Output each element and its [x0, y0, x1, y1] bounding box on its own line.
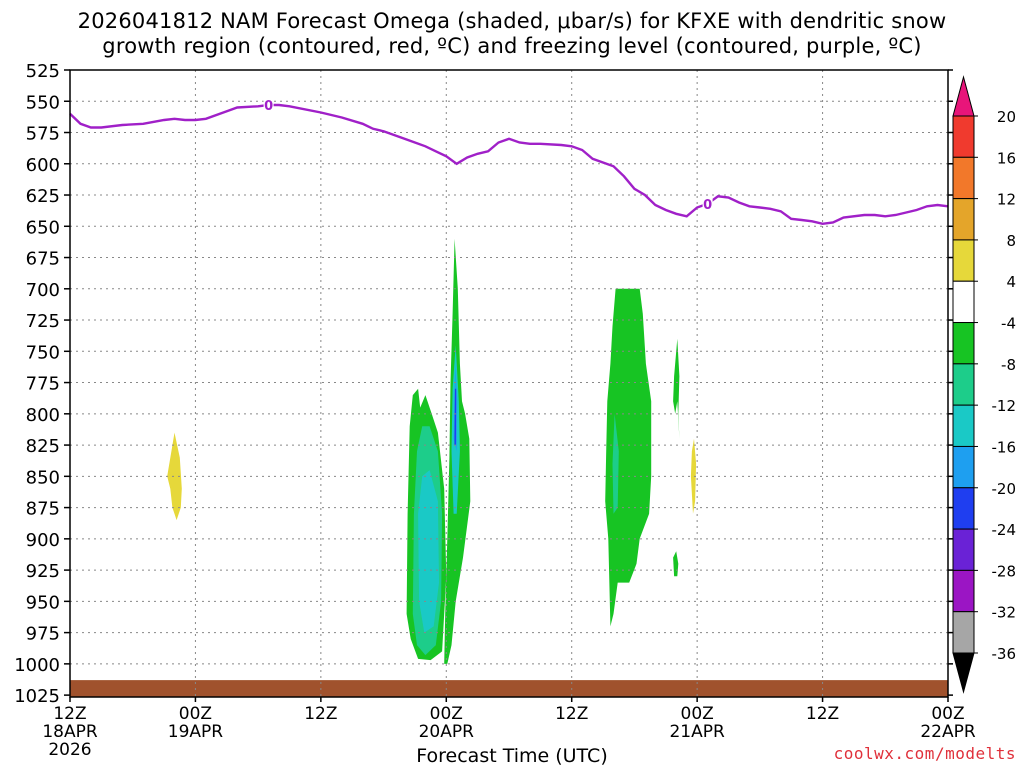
colorbar-label: -20 [992, 480, 1017, 498]
colorbar-swatch [952, 528, 975, 571]
colorbar-swatch [952, 198, 975, 241]
colorbar-swatch [952, 611, 975, 654]
omega-region-9 [673, 338, 680, 439]
freezing-level-label-bg [263, 98, 274, 113]
x-axis-label: Forecast Time (UTC) [416, 745, 608, 767]
credit-text[interactable]: coolwx.com/modelts [833, 744, 1016, 763]
freezing-level-label: 0 [264, 99, 273, 114]
y-tick-label: 525 [26, 61, 60, 82]
y-tick-label: 750 [26, 342, 60, 363]
ground-fill [70, 680, 948, 697]
y-tick-label: 575 [26, 124, 60, 145]
omega-region-11 [167, 432, 182, 521]
x-tick-date: 20APR [419, 722, 475, 742]
y-tick-label: 600 [26, 155, 60, 176]
x-tick-year: 2026 [48, 740, 91, 760]
colorbar-label: -28 [992, 562, 1017, 580]
y-tick-label: 625 [26, 186, 60, 207]
colorbar-swatch [952, 239, 975, 282]
x-tick-date: 19APR [168, 722, 224, 742]
x-tick-label: 00Z [179, 704, 212, 724]
colorbar-swatch [952, 115, 975, 158]
colorbar-swatch [952, 156, 975, 200]
colorbar-label: 4 [1006, 273, 1016, 291]
colorbar-label: -8 [1001, 356, 1016, 374]
y-tick-label: 550 [26, 92, 60, 113]
x-tick-date: 21APR [669, 722, 725, 742]
chart-title-line-1: 2026041812 NAM Forecast Omega (shaded, μ… [77, 9, 947, 33]
freezing-level-label-bg [702, 196, 713, 211]
colorbar-swatch [952, 569, 975, 613]
y-tick-label: 875 [26, 499, 60, 520]
colorbar-label: 20 [997, 108, 1016, 126]
y-tick-label: 675 [26, 249, 60, 270]
colorbar-label: -24 [992, 521, 1017, 539]
x-tick-date: 22APR [920, 722, 976, 742]
x-tick-label: 12Z [53, 704, 86, 724]
x-tick-label: 12Z [304, 704, 337, 724]
y-tick-label: 975 [26, 624, 60, 645]
chart-title-line-2: growth region (contoured, red, ºC) and f… [102, 34, 922, 58]
omega-region-3 [418, 470, 439, 633]
colorbar-label: -32 [992, 604, 1017, 622]
y-tick-label: 900 [26, 530, 60, 551]
y-tick-label: 925 [26, 561, 60, 582]
x-tick-label: 00Z [931, 704, 964, 724]
y-tick-label: 700 [26, 280, 60, 301]
y-tick-label: 825 [26, 436, 60, 457]
x-tick-label: 00Z [430, 704, 463, 724]
colorbar-label: 12 [997, 191, 1016, 209]
omega-region-7 [605, 288, 652, 627]
colorbar-label: 8 [1006, 232, 1016, 250]
x-tick-label: 00Z [681, 704, 714, 724]
omega-region-8 [612, 413, 619, 514]
colorbar-swatch [952, 280, 975, 324]
omega-region-10 [673, 551, 679, 577]
colorbar-top-triangle [952, 75, 975, 117]
y-tick-label: 800 [26, 405, 60, 426]
x-tick-date: 18APR [42, 722, 98, 742]
colorbar-swatch [952, 487, 975, 530]
y-tick-label: 725 [26, 311, 60, 332]
y-tick-label: 1000 [14, 655, 60, 676]
colorbar-swatch [952, 445, 975, 489]
x-tick-label: 12Z [806, 704, 839, 724]
colorbar-swatch [952, 363, 975, 406]
y-tick-label: 1025 [14, 686, 60, 707]
colorbar-label: 16 [997, 149, 1016, 167]
omega-region-12 [690, 438, 697, 514]
y-tick-label: 950 [26, 592, 60, 613]
colorbar-label: -12 [992, 397, 1017, 415]
omega-region-6 [454, 388, 457, 446]
colorbar-label: -4 [1001, 315, 1016, 333]
colorbar-swatch [952, 322, 975, 365]
x-tick-label: 12Z [555, 704, 588, 724]
y-tick-label: 775 [26, 374, 60, 395]
colorbar-bottom-triangle [952, 652, 975, 694]
colorbar-label: -16 [992, 438, 1017, 456]
colorbar-label: -36 [992, 645, 1017, 663]
freezing-level-line [69, 103, 949, 226]
y-tick-label: 850 [26, 467, 60, 488]
plot-frame [69, 69, 949, 698]
colorbar-swatch [952, 404, 975, 447]
freezing-level-label: 0 [703, 198, 712, 213]
y-tick-label: 650 [26, 217, 60, 238]
